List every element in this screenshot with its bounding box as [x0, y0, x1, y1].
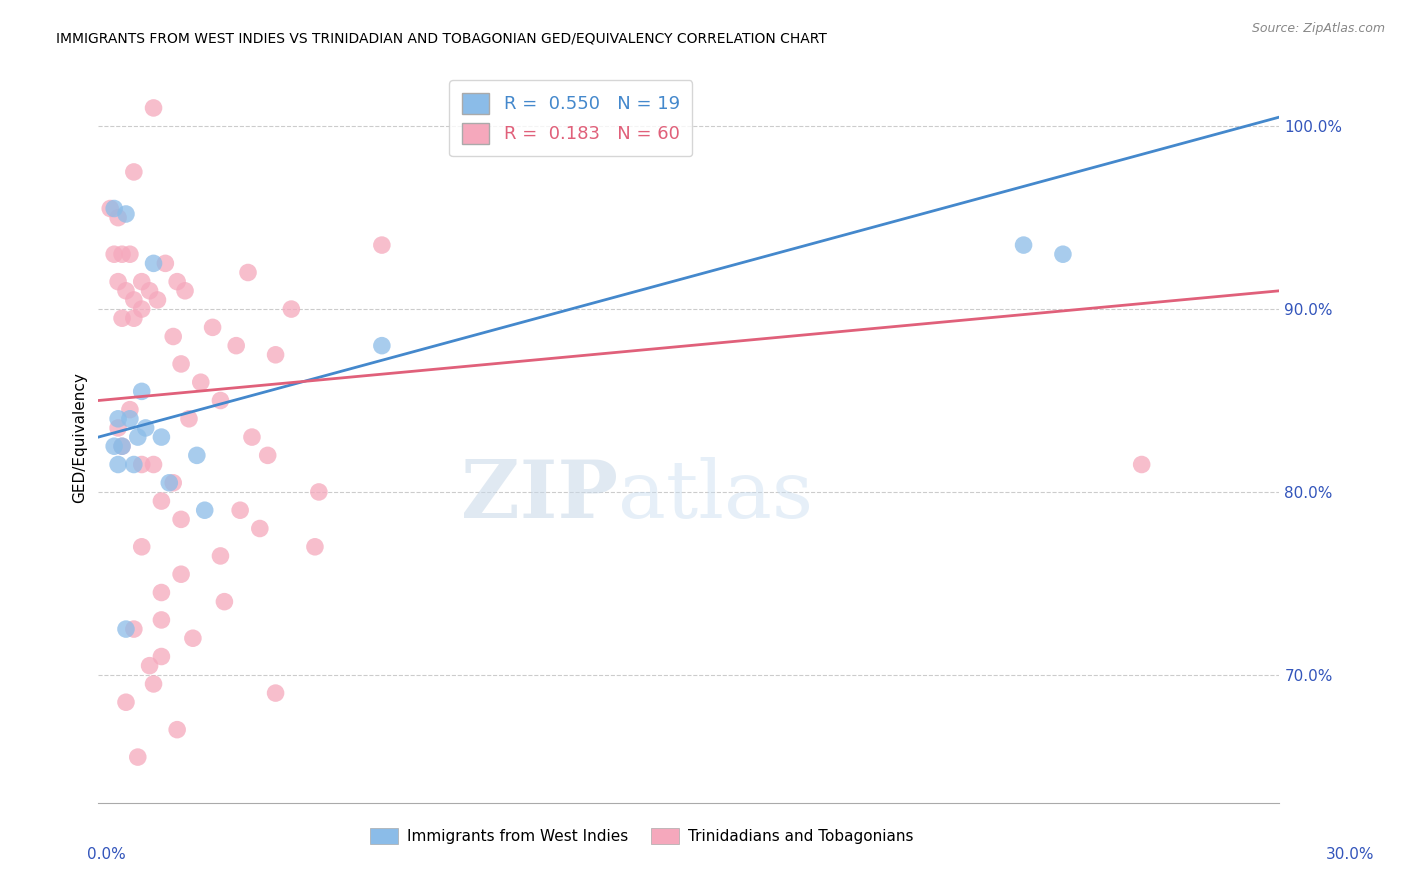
- Point: [138, 284, 160, 298]
- Text: Source: ZipAtlas.com: Source: ZipAtlas.com: [1251, 22, 1385, 36]
- Point: [1052, 247, 1074, 261]
- Point: [142, 256, 165, 270]
- Point: [107, 458, 129, 472]
- Point: [118, 402, 141, 417]
- Point: [186, 448, 208, 462]
- Point: [107, 275, 129, 289]
- Point: [264, 686, 287, 700]
- Point: [98, 202, 121, 216]
- Point: [150, 585, 173, 599]
- Point: [111, 439, 134, 453]
- Point: [209, 549, 232, 563]
- Point: [209, 393, 232, 408]
- Point: [118, 412, 141, 426]
- Point: [142, 458, 165, 472]
- Point: [115, 622, 138, 636]
- Legend: Immigrants from West Indies, Trinidadians and Tobagonians: Immigrants from West Indies, Trinidadian…: [364, 822, 920, 850]
- Point: [131, 540, 153, 554]
- Point: [229, 503, 252, 517]
- Text: 0.0%: 0.0%: [87, 847, 125, 862]
- Point: [115, 207, 138, 221]
- Point: [103, 202, 125, 216]
- Point: [240, 430, 263, 444]
- Point: [103, 439, 125, 453]
- Text: atlas: atlas: [619, 457, 813, 534]
- Point: [174, 284, 197, 298]
- Point: [118, 247, 141, 261]
- Point: [150, 430, 173, 444]
- Point: [308, 485, 330, 500]
- Y-axis label: GED/Equivalency: GED/Equivalency: [72, 372, 87, 502]
- Point: [107, 412, 129, 426]
- Text: ZIP: ZIP: [461, 457, 619, 534]
- Point: [131, 458, 153, 472]
- Point: [150, 494, 173, 508]
- Point: [111, 439, 134, 453]
- Point: [107, 211, 129, 225]
- Point: [150, 649, 173, 664]
- Point: [170, 567, 193, 582]
- Point: [111, 311, 134, 326]
- Point: [146, 293, 169, 307]
- Point: [256, 448, 278, 462]
- Point: [107, 421, 129, 435]
- Point: [225, 339, 247, 353]
- Point: [170, 357, 193, 371]
- Text: IMMIGRANTS FROM WEST INDIES VS TRINIDADIAN AND TOBAGONIAN GED/EQUIVALENCY CORREL: IMMIGRANTS FROM WEST INDIES VS TRINIDADI…: [56, 31, 827, 45]
- Point: [135, 421, 157, 435]
- Point: [162, 329, 184, 343]
- Point: [131, 384, 153, 399]
- Point: [122, 165, 145, 179]
- Point: [214, 594, 236, 608]
- Point: [177, 412, 200, 426]
- Point: [371, 238, 394, 252]
- Point: [115, 284, 138, 298]
- Point: [194, 503, 217, 517]
- Point: [142, 101, 165, 115]
- Point: [122, 622, 145, 636]
- Point: [166, 275, 188, 289]
- Point: [170, 512, 193, 526]
- Point: [115, 695, 138, 709]
- Point: [1130, 458, 1153, 472]
- Point: [190, 376, 212, 390]
- Point: [103, 247, 125, 261]
- Point: [122, 458, 145, 472]
- Point: [201, 320, 224, 334]
- Point: [111, 247, 134, 261]
- Point: [150, 613, 173, 627]
- Point: [122, 311, 145, 326]
- Point: [142, 677, 165, 691]
- Point: [371, 339, 394, 353]
- Point: [127, 750, 149, 764]
- Point: [249, 522, 271, 536]
- Point: [181, 632, 204, 646]
- Point: [264, 348, 287, 362]
- Point: [162, 475, 184, 490]
- Point: [1012, 238, 1035, 252]
- Point: [122, 293, 145, 307]
- Point: [131, 275, 153, 289]
- Point: [138, 658, 160, 673]
- Point: [236, 266, 259, 280]
- Text: 30.0%: 30.0%: [1326, 847, 1374, 862]
- Point: [166, 723, 188, 737]
- Point: [157, 475, 180, 490]
- Point: [280, 301, 302, 317]
- Point: [127, 430, 149, 444]
- Point: [131, 301, 153, 317]
- Point: [304, 540, 326, 554]
- Point: [155, 256, 177, 270]
